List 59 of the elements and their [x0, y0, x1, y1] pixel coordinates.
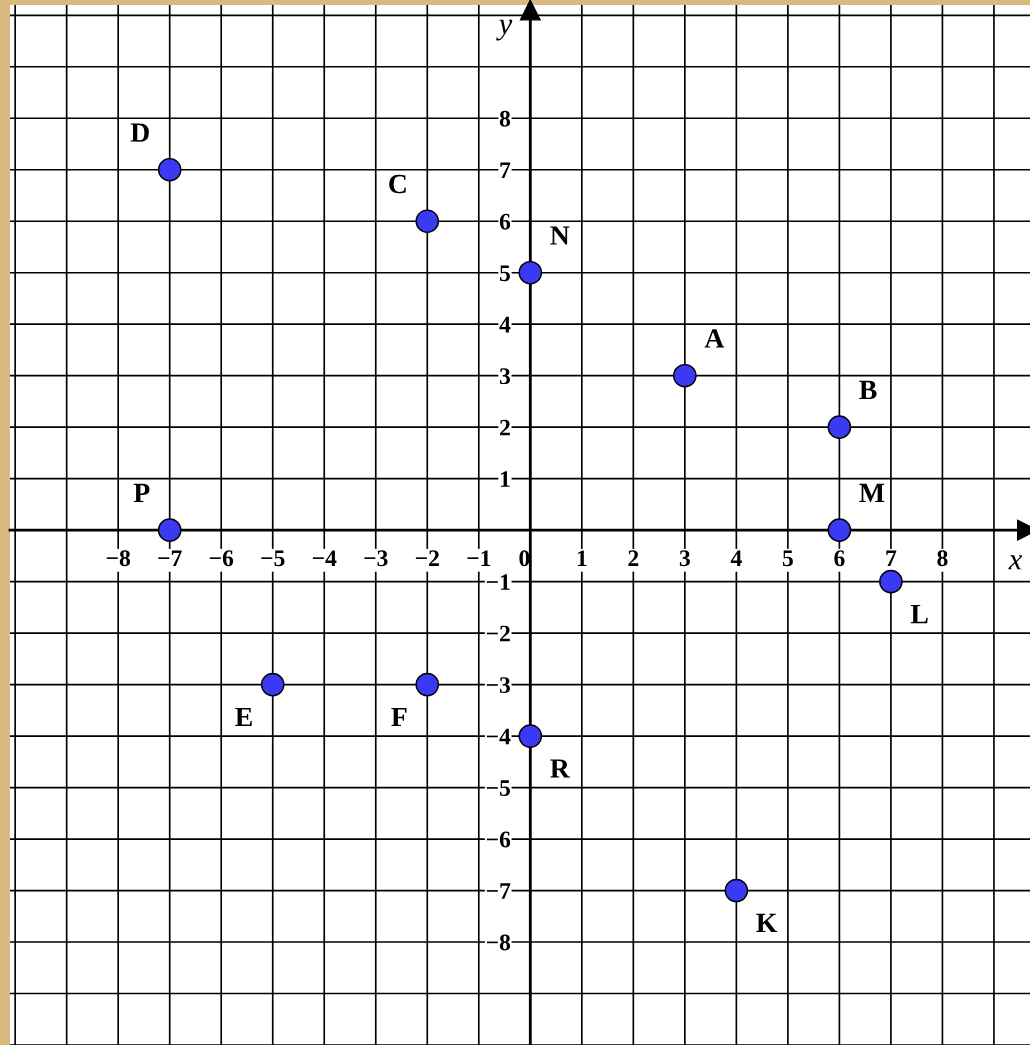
x-axis-title: x — [1008, 555, 1023, 570]
annotation: N — [550, 226, 570, 245]
y-tick-label: −4 — [486, 728, 511, 745]
point — [415, 672, 440, 697]
y-tick-label: −1 — [486, 574, 510, 590]
annotation: B — [859, 380, 877, 400]
annotation: A — [704, 329, 725, 348]
point — [415, 209, 440, 234]
point — [518, 724, 543, 748]
y-axis-title: y — [496, 19, 513, 41]
x-tick-label: 3 — [679, 550, 690, 567]
point — [724, 878, 749, 903]
point — [673, 363, 697, 388]
x-tick-label: 2 — [628, 550, 639, 566]
y-tick-label: 3 — [499, 368, 511, 385]
y-tick-label: −7 — [486, 883, 511, 899]
x-tick-label: −8 — [106, 550, 131, 567]
point — [827, 415, 852, 439]
x-tick-label: 1 — [577, 550, 587, 566]
y-tick-label: −5 — [486, 780, 510, 796]
x-tick-label: −5 — [261, 550, 285, 567]
y-tick-label: 2 — [500, 419, 510, 436]
annotation: F — [391, 707, 407, 727]
x-tick-label: 4 — [730, 550, 742, 566]
point — [157, 157, 182, 182]
y-tick-label: −8 — [486, 934, 511, 951]
x-tick-label: 5 — [782, 550, 793, 567]
x-tick-label: 7 — [886, 550, 897, 566]
y-tick-label: 7 — [500, 162, 511, 178]
point — [260, 672, 285, 697]
annotation: C — [389, 174, 406, 194]
x-tick-label: 6 — [834, 550, 845, 567]
annotation: R — [550, 759, 571, 778]
y-tick-label: 8 — [499, 110, 511, 127]
point — [879, 569, 903, 594]
annotation: E — [235, 707, 252, 727]
y-tick-label: 1 — [500, 471, 510, 487]
y-tick-label: 6 — [499, 213, 511, 230]
point — [157, 518, 182, 542]
point — [827, 518, 852, 542]
y-tick-label: −2 — [486, 625, 510, 642]
annotation: P — [133, 483, 150, 503]
y-tick-label: −3 — [486, 677, 511, 694]
x-tick-label: −7 — [158, 550, 182, 566]
x-tick-label: −2 — [415, 550, 439, 566]
y-tick-label: 4 — [499, 316, 511, 333]
x-tick-label: −1 — [467, 550, 491, 566]
annotation: K — [756, 913, 778, 933]
annotation: D — [130, 123, 149, 142]
y-tick-label: 5 — [500, 265, 510, 282]
x-tick-label: 0 — [519, 550, 530, 567]
annotation: M — [859, 483, 885, 503]
y-tick-label: −6 — [486, 831, 511, 848]
x-tick-label: 8 — [937, 550, 948, 567]
point — [518, 260, 543, 285]
annotation: L — [910, 604, 928, 624]
x-tick-label: −4 — [312, 550, 337, 566]
x-tick-label: −3 — [364, 550, 388, 567]
x-tick-label: −6 — [209, 550, 234, 567]
